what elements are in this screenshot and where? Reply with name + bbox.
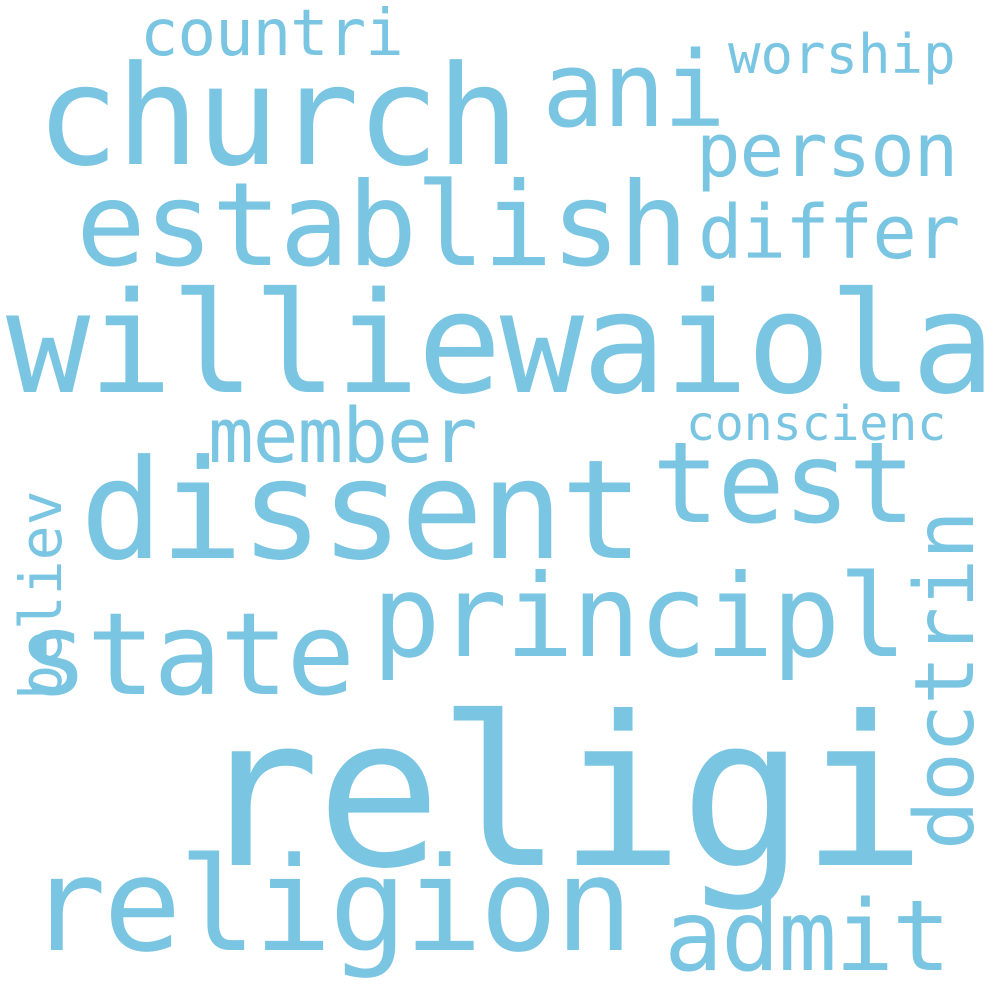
word-person: person (696, 108, 958, 194)
word-principl: principl (372, 550, 907, 683)
word-religi: religi (195, 673, 926, 915)
word-ani: ani (542, 29, 726, 151)
word-admit: admit (664, 880, 951, 994)
word-countri: countri (140, 0, 404, 71)
word-conscienc: conscienc (686, 396, 947, 452)
word-differ: differ (698, 190, 960, 276)
word-dissent: dissent (80, 430, 644, 591)
word-state: state (20, 588, 355, 721)
word-establish: establish (76, 158, 689, 293)
word-church: church (36, 36, 519, 197)
word-test: test (652, 419, 916, 549)
word-williewaiola: williewaiola (6, 263, 995, 426)
word-member: member (208, 391, 478, 480)
word-worship: worship (728, 23, 956, 86)
word-religion: religion (28, 829, 633, 981)
word-believ: believ (7, 490, 75, 700)
